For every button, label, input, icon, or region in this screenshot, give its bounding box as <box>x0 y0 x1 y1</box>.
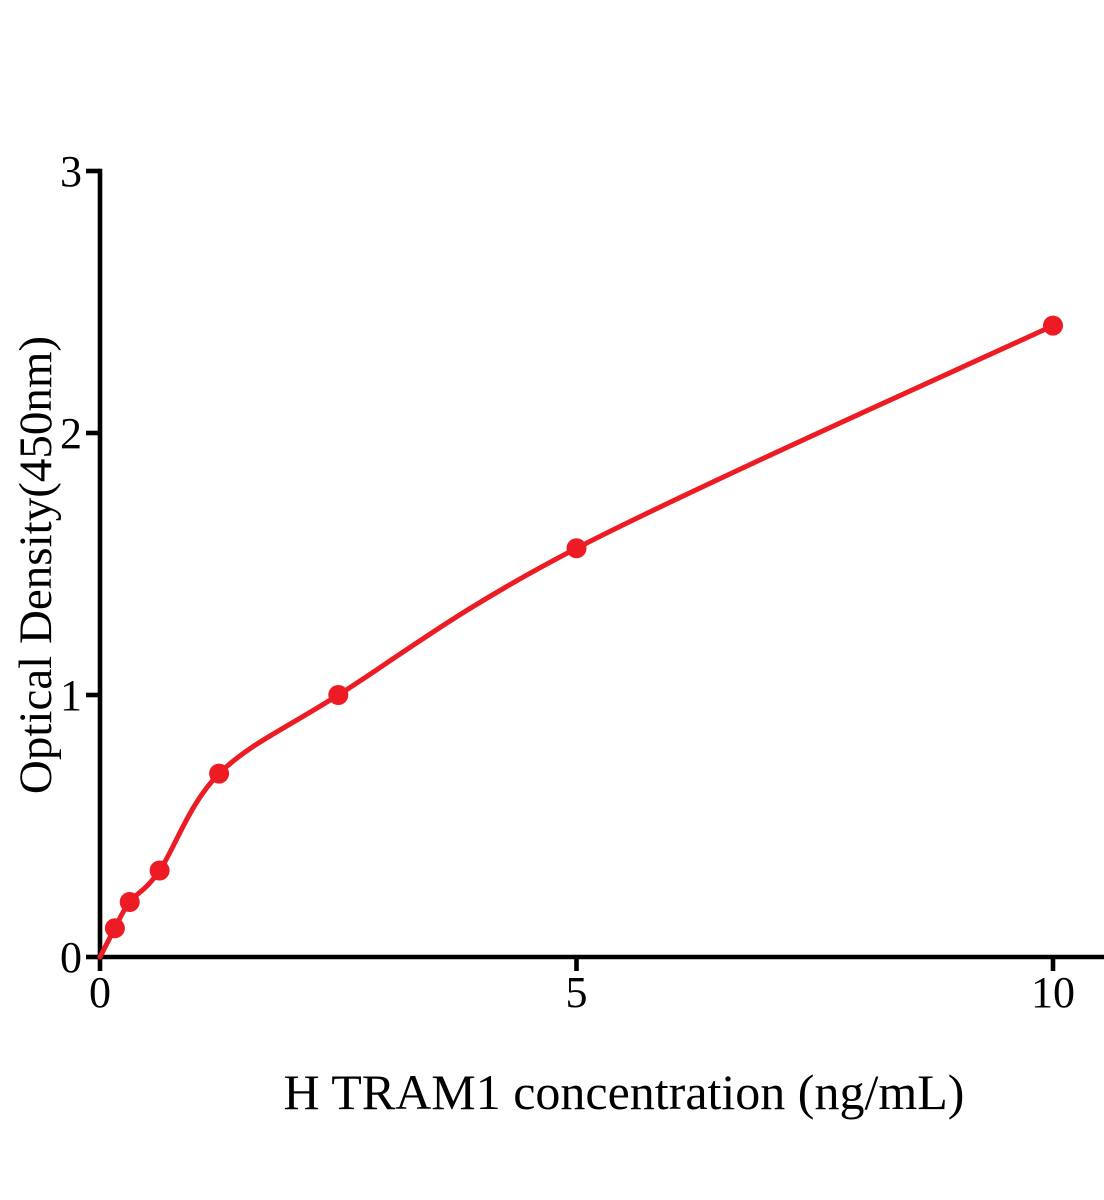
y-tick-label: 0 <box>60 933 82 982</box>
standard-curve-line <box>97 323 1056 960</box>
x-axis-title: H TRAM1 concentration (ng/mL) <box>283 1064 965 1120</box>
x-tick-label: 10 <box>1031 968 1075 1017</box>
data-point <box>328 685 349 705</box>
x-tick-label: 0 <box>89 968 111 1017</box>
y-axis-title: Optical Density(450nm) <box>10 335 62 795</box>
data-point <box>119 892 140 912</box>
data-point <box>1043 315 1063 336</box>
x-tick-label: 5 <box>566 968 588 1017</box>
data-point <box>566 538 587 559</box>
y-tick-label: 1 <box>60 671 82 720</box>
data-point <box>149 860 170 881</box>
data-point <box>104 918 125 939</box>
y-tick-label: 2 <box>60 409 82 458</box>
y-tick-label: 3 <box>60 147 82 196</box>
data-point <box>209 763 230 784</box>
